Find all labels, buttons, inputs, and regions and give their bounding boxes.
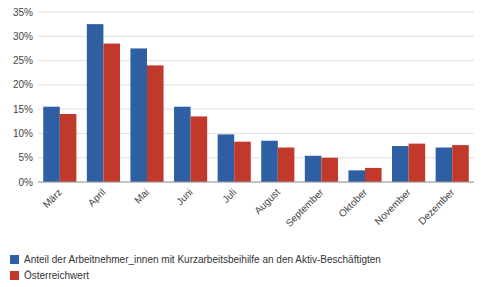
- grid: [38, 12, 474, 182]
- bar: [147, 65, 164, 182]
- x-axis-line: [38, 182, 474, 183]
- bar: [452, 145, 469, 182]
- y-tick-label: 15%: [13, 104, 33, 115]
- y-tick-label: 35%: [13, 7, 33, 18]
- x-tick-label: November: [372, 186, 413, 227]
- chart: 0% 5% 10% 15% 20% 25% 30% 35% März April Mai Juni Ju…: [0, 0, 484, 287]
- bar: [261, 141, 278, 182]
- x-tick-label: Juni: [174, 186, 195, 207]
- y-tick-label: 5%: [19, 152, 34, 163]
- bar: [87, 24, 104, 182]
- bar: [103, 44, 120, 182]
- chart-container: 0% 5% 10% 15% 20% 25% 30% 35% März April Mai Juni Ju…: [0, 0, 484, 287]
- bar: [392, 146, 409, 182]
- x-tick-label: Oktober: [336, 186, 369, 219]
- bar: [43, 107, 60, 182]
- y-tick-label: 25%: [13, 55, 33, 66]
- y-tick-label: 0%: [19, 177, 34, 188]
- x-tick-label: April: [86, 186, 108, 208]
- x-tick-label: Juli: [220, 186, 238, 204]
- bar: [348, 170, 365, 182]
- bar: [321, 158, 338, 182]
- bar: [409, 144, 426, 182]
- x-tick-label: Mai: [132, 186, 151, 205]
- bar: [218, 134, 235, 182]
- grid-line: [38, 182, 474, 183]
- bar: [191, 116, 208, 182]
- x-tick-label: August: [252, 186, 282, 216]
- bar: [174, 107, 191, 182]
- legend-label: Anteil der Arbeitnehmer_innen mit Kurzar…: [24, 254, 381, 265]
- bar: [365, 168, 382, 182]
- legend-label: Österreichwert: [24, 270, 89, 281]
- x-tick-label: Dezember: [416, 186, 457, 227]
- y-tick-label: 10%: [13, 128, 33, 139]
- legend-swatch: [10, 255, 19, 264]
- x-tick-label: September: [283, 186, 326, 229]
- legend: Anteil der Arbeitnehmer_innen mit Kurzar…: [10, 254, 381, 281]
- y-tick-label: 30%: [13, 31, 33, 42]
- bar: [60, 114, 77, 182]
- legend-swatch: [10, 271, 19, 280]
- bar: [278, 148, 295, 182]
- bar: [305, 156, 322, 182]
- x-tick-label: März: [41, 186, 65, 210]
- grid-line: [38, 12, 474, 13]
- bar: [234, 142, 251, 182]
- bars: [43, 24, 469, 182]
- y-tick-label: 20%: [13, 79, 33, 90]
- bar: [436, 148, 453, 182]
- bar: [130, 48, 147, 182]
